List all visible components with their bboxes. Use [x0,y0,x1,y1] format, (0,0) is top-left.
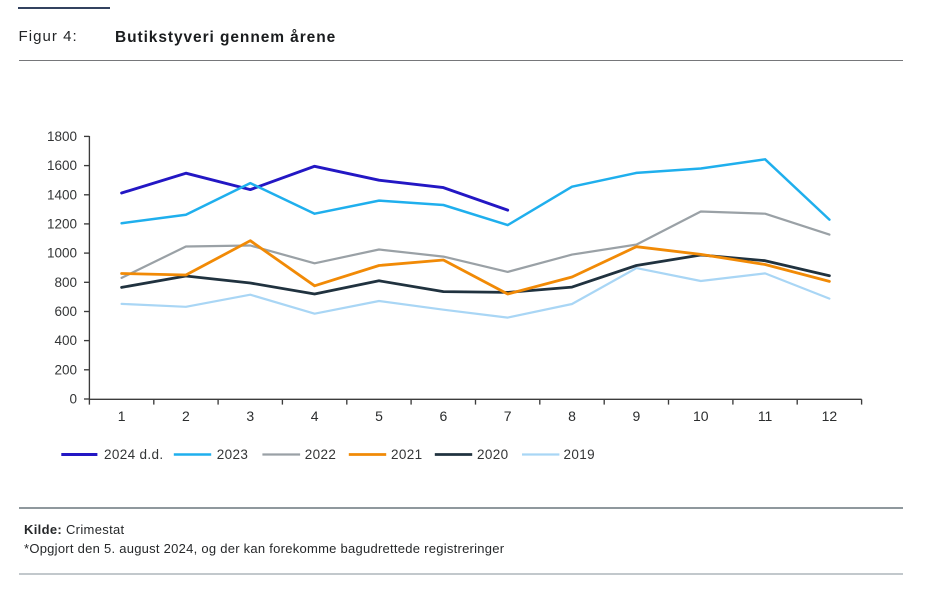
svg-text:11: 11 [758,408,773,424]
svg-text:3: 3 [246,408,254,424]
svg-text:400: 400 [54,333,77,348]
svg-text:1: 1 [118,408,126,424]
svg-text:200: 200 [54,362,77,377]
svg-text:8: 8 [568,408,576,424]
svg-text:1000: 1000 [47,246,77,261]
svg-text:1200: 1200 [47,217,77,232]
svg-text:2021: 2021 [391,447,422,462]
svg-text:2023: 2023 [217,447,248,462]
svg-text:6: 6 [440,408,448,424]
svg-text:600: 600 [54,304,77,319]
svg-text:7: 7 [504,408,512,424]
svg-text:12: 12 [822,408,838,424]
svg-text:2024 d.d.: 2024 d.d. [104,447,163,462]
svg-text:4: 4 [311,408,319,424]
svg-text:2019: 2019 [564,447,595,462]
svg-text:10: 10 [693,408,709,424]
svg-text:2: 2 [182,408,190,424]
svg-text:2022: 2022 [305,447,336,462]
svg-text:2020: 2020 [477,447,508,462]
svg-text:800: 800 [54,275,77,290]
svg-text:9: 9 [633,408,641,424]
svg-text:1400: 1400 [47,187,77,202]
svg-text:0: 0 [69,392,77,407]
svg-text:5: 5 [375,408,383,424]
svg-text:1600: 1600 [47,158,77,173]
svg-text:1800: 1800 [47,129,77,144]
